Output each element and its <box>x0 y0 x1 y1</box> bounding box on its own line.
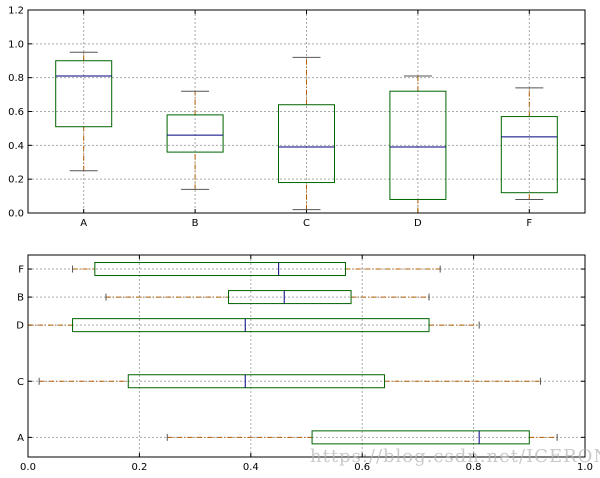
x-tick-label: 0.8 <box>466 462 482 473</box>
y-tick-label: 0.2 <box>8 175 24 186</box>
box-A <box>55 51 113 172</box>
horizontal-boxplot: 0.0 0.2 0.4 0.6 0.8 1.0 A C D B F <box>16 254 593 473</box>
x-tick-label: 0.0 <box>20 462 36 473</box>
x-tick-label: A <box>80 218 87 229</box>
y-tick-label: 0.8 <box>8 73 24 84</box>
watermark-text: https://blog.csdn.net/ICERON <box>310 446 600 467</box>
y-tick-label: B <box>17 293 24 304</box>
y-tick-label: 0.4 <box>8 141 24 152</box>
box-F <box>500 87 558 200</box>
iqr-box <box>94 262 346 277</box>
iqr-box <box>311 430 530 445</box>
box-D <box>389 75 447 214</box>
x-tick-label: C <box>303 218 310 229</box>
y-tick-label: D <box>16 321 24 332</box>
iqr-box <box>127 374 385 389</box>
box-C <box>278 56 335 211</box>
x-tick-label: D <box>414 218 422 229</box>
y-tick-label: 0.0 <box>8 209 24 220</box>
iqr-box <box>72 318 430 333</box>
y-tick-label: F <box>18 265 24 276</box>
box-B <box>166 90 224 190</box>
x-tick-label: 0.4 <box>243 462 259 473</box>
iqr-box <box>228 290 352 305</box>
x-tick-label: B <box>192 218 199 229</box>
x-tick-label: 0.6 <box>354 462 370 473</box>
box-A <box>166 430 558 445</box>
iqr-box <box>278 104 335 184</box>
iqr-box <box>166 114 224 153</box>
y-tick-label: A <box>17 433 24 444</box>
iqr-box <box>389 90 447 200</box>
box-D <box>27 318 480 333</box>
plot-frame <box>27 9 586 214</box>
x-tick-label: 1.0 <box>577 462 593 473</box>
box-B <box>105 290 430 305</box>
y-tick-label: 1.2 <box>8 6 24 17</box>
x-tick-label: F <box>526 218 532 229</box>
vertical-boxplot: 0.0 0.2 0.4 0.6 0.8 1.0 1.2 A B C D F <box>8 6 586 229</box>
box-F <box>72 262 441 277</box>
iqr-box <box>500 116 558 194</box>
plot-frame <box>27 254 586 458</box>
y-tick-label: 0.6 <box>8 107 24 118</box>
y-tick-label: C <box>17 377 24 388</box>
box-C <box>38 374 541 389</box>
y-tick-label: 1.0 <box>8 39 24 50</box>
x-tick-label: 0.2 <box>131 462 147 473</box>
iqr-box <box>55 60 113 128</box>
